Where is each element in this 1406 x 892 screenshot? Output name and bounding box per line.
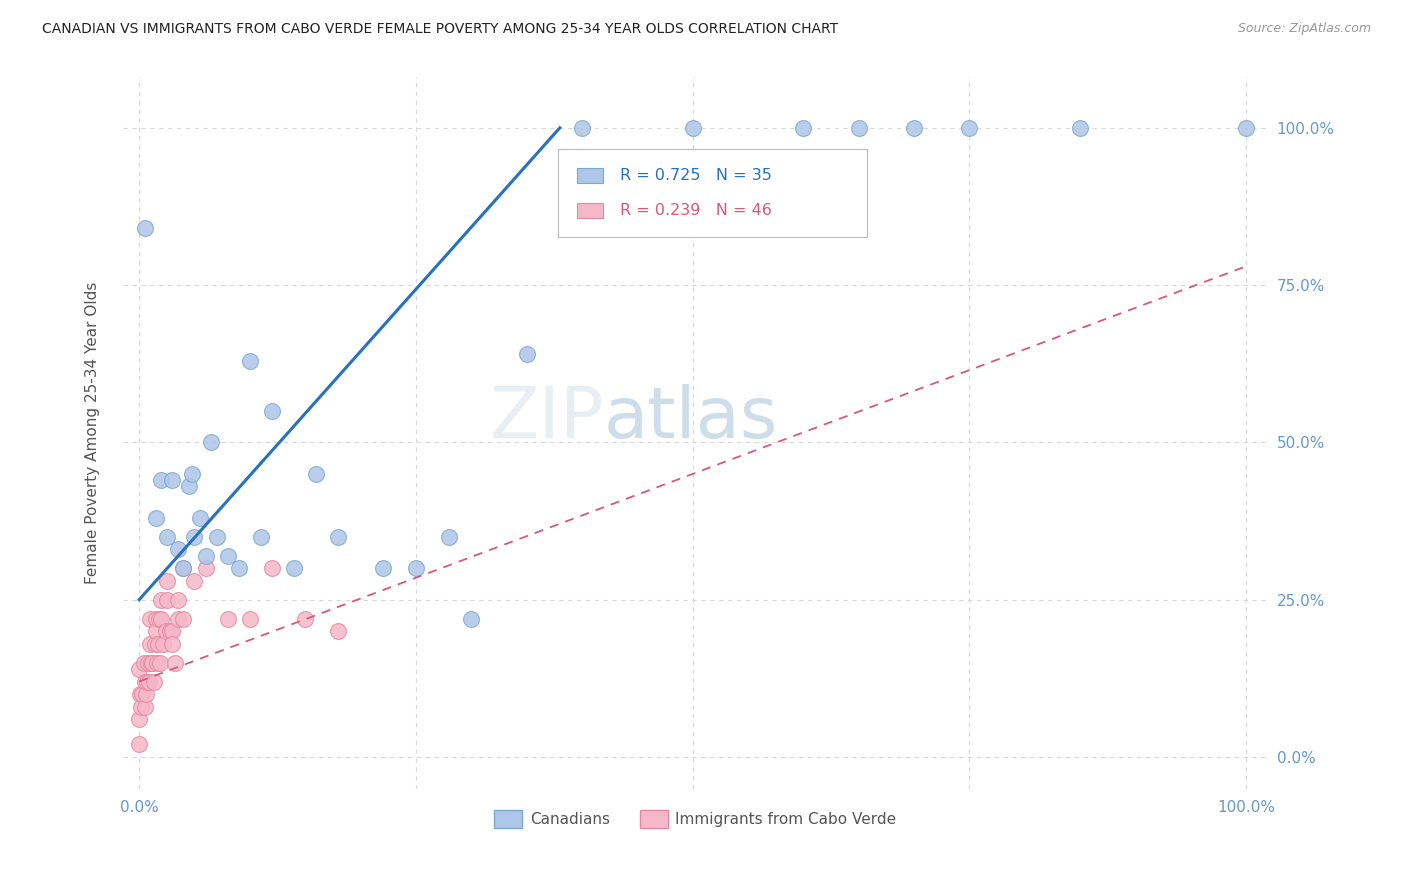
Text: R = 0.239   N = 46: R = 0.239 N = 46: [620, 202, 772, 218]
Point: [194, 549, 217, 563]
Point: [156, 530, 179, 544]
Point: [437, 530, 460, 544]
Point: [145, 612, 167, 626]
Point: [172, 612, 194, 626]
Point: [460, 612, 482, 626]
Point: [159, 624, 181, 639]
Text: Source: ZipAtlas.com: Source: ZipAtlas.com: [1237, 22, 1371, 36]
Point: [156, 592, 179, 607]
Point: [205, 530, 228, 544]
Point: [328, 624, 350, 639]
Point: [217, 549, 239, 563]
Point: [141, 656, 163, 670]
Point: [142, 674, 165, 689]
Point: [239, 612, 262, 626]
Point: [143, 637, 166, 651]
Point: [139, 637, 162, 651]
Point: [149, 656, 172, 670]
Y-axis label: Female Poverty Among 25-34 Year Olds: Female Poverty Among 25-34 Year Olds: [86, 282, 100, 584]
Text: ZIP: ZIP: [489, 384, 603, 453]
Point: [162, 473, 184, 487]
Point: [146, 637, 169, 651]
Point: [150, 592, 173, 607]
Point: [217, 612, 239, 626]
FancyBboxPatch shape: [558, 149, 868, 237]
Point: [134, 699, 156, 714]
Point: [792, 120, 814, 135]
Point: [172, 561, 194, 575]
Point: [162, 637, 184, 651]
Point: [1234, 120, 1257, 135]
Point: [188, 511, 211, 525]
Point: [135, 674, 157, 689]
Point: [167, 612, 190, 626]
FancyBboxPatch shape: [578, 168, 603, 184]
Point: [155, 624, 177, 639]
Point: [260, 404, 283, 418]
Point: [128, 662, 150, 676]
Point: [200, 435, 222, 450]
Point: [136, 656, 159, 670]
Text: R = 0.725   N = 35: R = 0.725 N = 35: [620, 168, 772, 183]
Point: [1069, 120, 1091, 135]
Point: [145, 624, 167, 639]
Point: [172, 561, 194, 575]
Point: [181, 467, 204, 481]
Point: [139, 612, 162, 626]
Point: [228, 561, 250, 575]
Point: [146, 656, 169, 670]
Point: [294, 612, 316, 626]
Point: [167, 542, 190, 557]
Point: [162, 624, 184, 639]
Point: [131, 687, 153, 701]
Point: [239, 353, 262, 368]
Point: [132, 656, 155, 670]
Point: [148, 612, 170, 626]
Point: [150, 612, 173, 626]
Point: [371, 561, 394, 575]
FancyBboxPatch shape: [578, 202, 603, 219]
Point: [135, 687, 157, 701]
Point: [848, 120, 870, 135]
Point: [134, 674, 156, 689]
Point: [150, 473, 173, 487]
Point: [131, 699, 153, 714]
Point: [516, 347, 538, 361]
Point: [141, 656, 163, 670]
Point: [305, 467, 328, 481]
Point: [959, 120, 981, 135]
Point: [156, 574, 179, 588]
Point: [571, 120, 593, 135]
Point: [134, 221, 156, 235]
Point: [138, 674, 160, 689]
Point: [167, 592, 190, 607]
Point: [283, 561, 305, 575]
Point: [128, 738, 150, 752]
Point: [183, 530, 205, 544]
Point: [194, 561, 217, 575]
Text: CANADIAN VS IMMIGRANTS FROM CABO VERDE FEMALE POVERTY AMONG 25-34 YEAR OLDS CORR: CANADIAN VS IMMIGRANTS FROM CABO VERDE F…: [42, 22, 838, 37]
Point: [903, 120, 925, 135]
Point: [163, 656, 186, 670]
Legend: Canadians, Immigrants from Cabo Verde: Canadians, Immigrants from Cabo Verde: [488, 805, 903, 834]
Point: [328, 530, 350, 544]
Point: [682, 120, 704, 135]
Point: [129, 687, 152, 701]
Point: [183, 574, 205, 588]
Point: [250, 530, 273, 544]
Point: [128, 712, 150, 726]
Point: [405, 561, 427, 575]
Point: [145, 511, 167, 525]
Point: [177, 479, 200, 493]
Point: [260, 561, 283, 575]
Text: atlas: atlas: [603, 384, 778, 453]
Point: [152, 637, 174, 651]
